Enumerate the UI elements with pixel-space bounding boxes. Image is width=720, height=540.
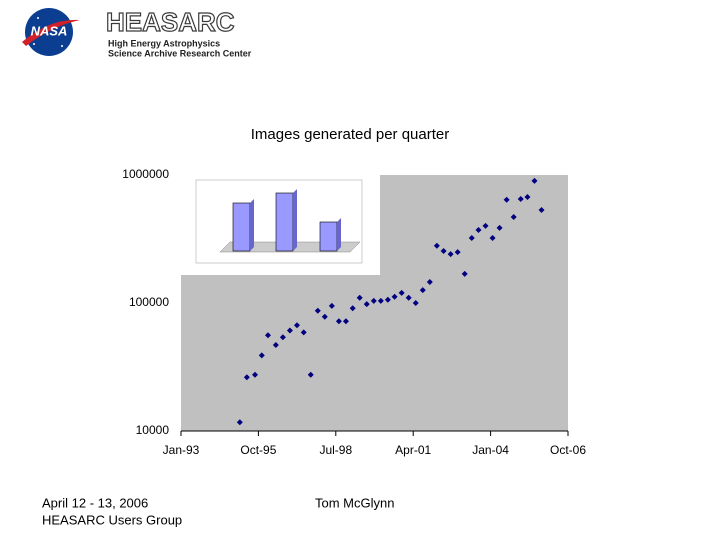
data-point	[321, 313, 328, 320]
data-point	[236, 419, 243, 426]
data-point	[328, 302, 335, 309]
footer-date: April 12 - 13, 2006	[42, 495, 148, 510]
data-point	[335, 318, 342, 325]
x-tick-label: Jan-93	[163, 443, 200, 457]
data-point	[252, 371, 259, 378]
data-point	[363, 301, 370, 308]
data-point	[538, 206, 545, 213]
data-point	[293, 322, 300, 329]
data-point	[398, 289, 405, 296]
data-point	[264, 332, 271, 339]
data-point	[258, 352, 265, 359]
data-point	[510, 213, 517, 220]
subtitle-line: High Energy Astrophysics	[108, 38, 220, 48]
data-point	[314, 307, 321, 314]
data-point	[377, 297, 384, 304]
data-point	[524, 194, 531, 201]
data-point	[300, 329, 307, 336]
data-point	[482, 222, 489, 229]
data-point	[384, 296, 391, 303]
data-point	[475, 226, 482, 233]
data-point	[426, 278, 433, 285]
data-point	[447, 251, 454, 258]
data-point	[517, 195, 524, 202]
data-point	[461, 270, 468, 277]
data-point	[307, 371, 314, 378]
data-point	[286, 327, 293, 334]
data-point	[489, 234, 496, 241]
y-tick-label: 1000000	[122, 167, 169, 181]
x-tick-label: Jan-04	[472, 443, 509, 457]
data-point	[391, 293, 398, 300]
heasarc-title: HEASARC	[106, 7, 235, 37]
data-point	[356, 294, 363, 301]
data-point	[412, 300, 419, 306]
footer-author: Tom McGlynn	[315, 495, 394, 510]
data-point	[496, 224, 503, 231]
data-point	[342, 318, 349, 325]
data-point	[419, 287, 426, 294]
nasa-logo: NASA	[22, 8, 80, 56]
data-point	[349, 305, 356, 312]
data-point	[279, 334, 286, 341]
data-point	[272, 341, 279, 348]
data-point	[243, 374, 250, 381]
data-point	[440, 247, 447, 254]
data-point	[433, 242, 440, 249]
data-point	[405, 294, 412, 301]
data-point	[468, 234, 475, 241]
data-point	[454, 249, 461, 256]
data-point	[531, 177, 538, 184]
y-tick-label: 100000	[129, 295, 169, 309]
x-tick-label: Oct-95	[240, 443, 276, 457]
footer-event: HEASARC Users Group	[42, 512, 182, 527]
y-tick-label: 10000	[136, 423, 170, 437]
chart-title: Images generated per quarter	[251, 126, 449, 143]
logo-text: NASA	[31, 23, 68, 38]
x-tick-label: Jul-98	[319, 443, 352, 457]
inset-chart	[177, 175, 380, 275]
x-tick-label: Apr-01	[395, 443, 431, 457]
subtitle-line: Science Archive Research Center	[108, 48, 252, 58]
x-tick-label: Oct-06	[550, 443, 586, 457]
data-point	[370, 297, 377, 304]
data-point	[503, 196, 510, 203]
